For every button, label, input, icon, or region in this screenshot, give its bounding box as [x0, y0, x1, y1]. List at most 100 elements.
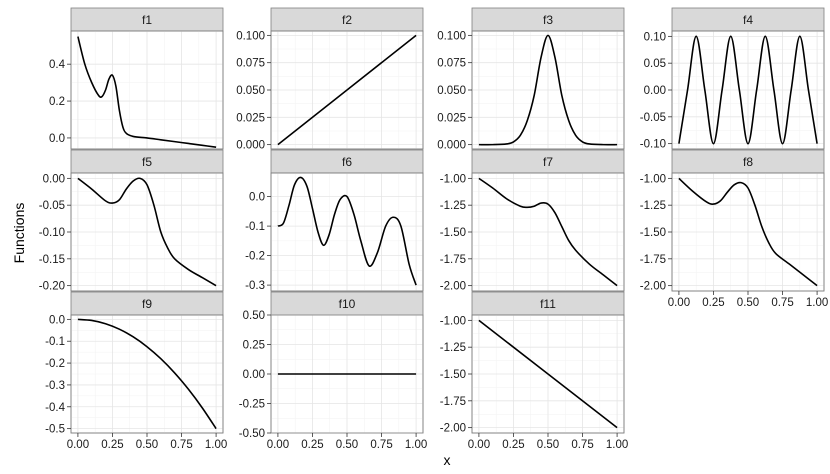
y-tick-label: -0.15 — [39, 254, 65, 266]
plot-border — [270, 172, 424, 292]
panel-f6: f6 -0.3 -0.2 -0.1 0.0 — [245, 149, 424, 292]
x-tick-label: 0.00 — [67, 439, 89, 451]
y-tick-label: 0.075 — [236, 58, 265, 70]
panel-f9: f9 -0.5 -0.4 -0.3 -0.2 -0.1 0.0 0.00 0.25 0.50 0.7… — [45, 291, 227, 451]
strip-label: f3 — [543, 13, 553, 27]
y-tick-label: -1.00 — [440, 315, 466, 327]
y-tick-label: -0.5 — [45, 424, 65, 436]
series-line-f5 — [77, 177, 217, 287]
x-tick-label: 0.00 — [668, 297, 690, 309]
y-tick-label: -0.2 — [45, 358, 65, 370]
strip-label: f2 — [342, 13, 352, 27]
y-tick-label: -1.50 — [640, 227, 666, 239]
x-tick-label: 0.50 — [537, 439, 559, 451]
panel-f8: f8 -2.00 -1.75 -1.50 -1.25 -1.00 0.00 0.25 0.50 0… — [640, 149, 828, 309]
x-tick-label: 0.50 — [336, 439, 358, 451]
series-line-f8 — [678, 177, 818, 287]
y-tick-label: -0.05 — [39, 200, 65, 212]
x-tick-label: 0.25 — [301, 439, 323, 451]
series-line-f4 — [678, 35, 818, 145]
x-tick-label: 0.25 — [101, 439, 123, 451]
y-tick-label: -0.20 — [39, 281, 65, 293]
panel-f2: f2 0.000 0.025 0.050 0.075 0.100 — [236, 7, 424, 152]
x-tick-label: 0.25 — [502, 439, 524, 451]
strip-label: f11 — [540, 297, 556, 311]
y-tick-label: -1.75 — [440, 254, 466, 266]
strip-label: f7 — [543, 155, 553, 169]
series-line-f7 — [478, 177, 618, 287]
y-tick-label: -0.25 — [239, 399, 265, 411]
y-tick-label: -1.25 — [640, 200, 666, 212]
y-tick-label: 0.2 — [49, 96, 65, 108]
y-tick-label: -0.3 — [245, 280, 265, 292]
y-tick-label: -0.1 — [245, 221, 265, 233]
panel-f3: f3 0.000 0.025 0.050 0.075 0.100 — [437, 7, 625, 152]
y-tick-label: 0.4 — [49, 59, 66, 71]
panel-f5: f5 -0.20 -0.15 -0.10 -0.05 0.00 — [39, 149, 224, 293]
y-axis-title: Functions — [11, 203, 27, 264]
x-tick-label: 0.50 — [136, 439, 158, 451]
y-tick-label: 0.0 — [49, 314, 65, 326]
y-tick-label: 0.025 — [236, 112, 265, 124]
y-tick-label: -1.50 — [440, 227, 466, 239]
y-tick-label: -1.50 — [440, 369, 466, 381]
y-tick-label: 0.100 — [437, 30, 466, 42]
y-tick-label: -1.25 — [440, 200, 466, 212]
strip-label: f1 — [142, 13, 152, 27]
y-tick-label: -1.25 — [440, 342, 466, 354]
series-line-f2 — [277, 34, 417, 146]
series-line-f11 — [478, 319, 618, 429]
x-tick-label: 0.75 — [170, 439, 192, 451]
strip-label: f4 — [743, 13, 753, 27]
series-line-f1 — [77, 36, 217, 148]
y-tick-label: 0.50 — [243, 310, 265, 322]
strip-label: f9 — [142, 297, 152, 311]
y-tick-label: -0.50 — [239, 428, 265, 440]
x-tick-label: 1.00 — [405, 439, 427, 451]
x-tick-label: 1.00 — [205, 439, 227, 451]
strip-label: f6 — [342, 155, 352, 169]
series-line-f3 — [478, 34, 618, 146]
y-tick-label: -0.10 — [39, 227, 65, 239]
y-tick-label: -0.3 — [45, 380, 65, 392]
y-tick-label: 0.00 — [43, 173, 65, 185]
x-tick-label: 1.00 — [806, 297, 828, 309]
panel-f4: f4 -0.10 -0.05 0.00 0.05 0.10 — [640, 7, 825, 151]
strip-label: f5 — [142, 155, 152, 169]
x-tick-label: 0.75 — [771, 297, 793, 309]
panel-f7: f7 -2.00 -1.75 -1.50 -1.25 -1.00 — [440, 149, 625, 293]
y-tick-label: 0.000 — [236, 140, 265, 152]
y-tick-label: 0.075 — [437, 58, 466, 70]
y-tick-label: 0.000 — [437, 140, 466, 152]
y-tick-label: -2.00 — [440, 423, 466, 435]
panel-f10: f10 -0.50 -0.25 0.00 0.25 0.50 0.00 0.25 0.50 0.7… — [239, 291, 427, 451]
x-tick-label: 0.75 — [571, 439, 593, 451]
y-tick-label: -0.1 — [45, 336, 65, 348]
y-tick-label: 0.025 — [437, 112, 466, 124]
y-tick-label: 0.100 — [236, 30, 265, 42]
y-tick-label: 0.00 — [243, 369, 265, 381]
y-tick-label: 0.0 — [49, 133, 65, 145]
y-tick-label: 0.050 — [236, 85, 265, 97]
x-tick-label: 0.00 — [468, 439, 490, 451]
y-tick-label: -1.75 — [640, 254, 666, 266]
x-tick-label: 1.00 — [606, 439, 628, 451]
plot-border — [70, 30, 224, 150]
y-tick-label: -1.75 — [440, 396, 466, 408]
y-tick-label: -2.00 — [640, 281, 666, 293]
panel-f1: f1 0.0 0.2 0.4 — [49, 7, 224, 150]
x-tick-label: 0.75 — [370, 439, 392, 451]
y-tick-label: 0.10 — [644, 31, 666, 43]
y-tick-label: 0.25 — [243, 340, 265, 352]
x-tick-label: 0.50 — [737, 297, 759, 309]
strip-label: f10 — [339, 297, 356, 311]
y-tick-label: -2.00 — [440, 281, 466, 293]
y-tick-label: -0.4 — [45, 402, 65, 414]
series-line-f6 — [277, 176, 417, 286]
panels-layer: f1 0.0 0.2 0.4 f2 0.000 0.025 0.050 0.075 0.100 f3… — [39, 7, 828, 451]
x-axis-title: x — [444, 452, 451, 468]
panel-f11: f11 -2.00 -1.75 -1.50 -1.25 -1.00 0.00 0.25 0.50… — [440, 291, 628, 451]
y-tick-label: -0.10 — [640, 139, 666, 151]
y-tick-label: 0.0 — [249, 192, 265, 204]
y-tick-label: 0.00 — [644, 85, 666, 97]
